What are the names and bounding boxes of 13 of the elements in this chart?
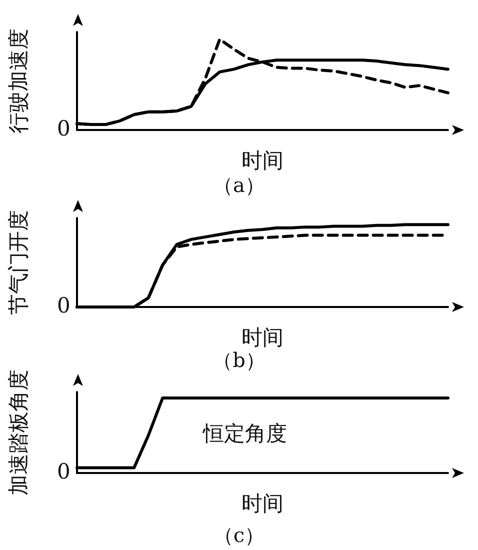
text: （b）: [212, 348, 266, 372]
text: （a）: [213, 173, 265, 197]
y-axis-title: 行驶加速度: [6, 28, 30, 134]
annotation: 恒定角度: [202, 421, 288, 446]
y-axis-title: 加速踏板角度: [6, 370, 30, 496]
text: 0: [57, 460, 70, 484]
x-axis-title: 时间: [242, 148, 284, 172]
x-axis-title: 时间: [242, 492, 284, 516]
text: 0: [57, 294, 70, 318]
text: （c）: [213, 523, 265, 547]
text: 0: [57, 116, 70, 140]
x-axis-title: 时间: [242, 326, 284, 350]
y-axis-title: 节气门开度: [6, 210, 30, 315]
